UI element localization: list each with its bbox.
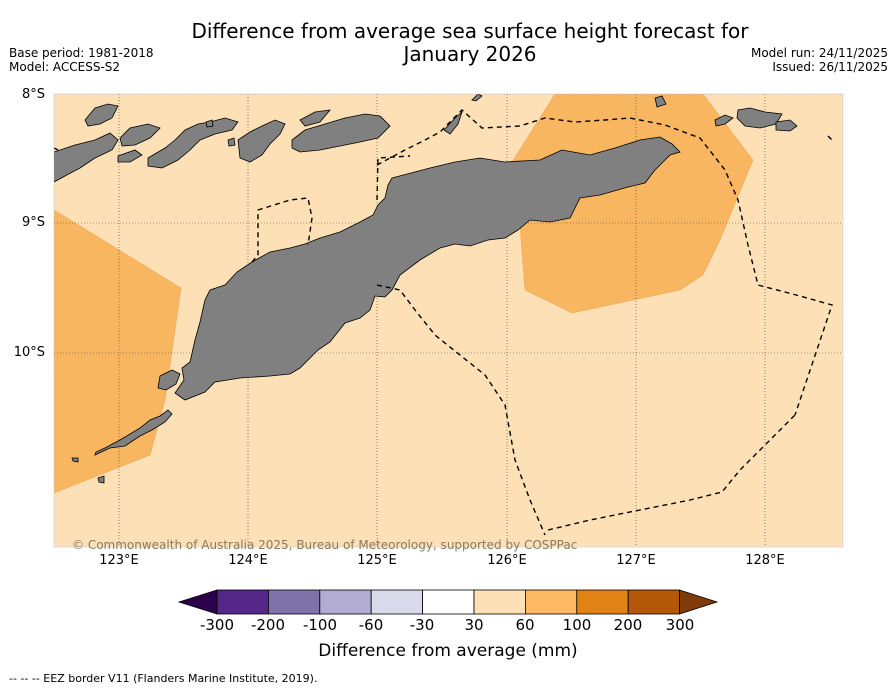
small-island-sw — [97, 475, 105, 484]
title-line-2: January 2026 — [403, 42, 537, 66]
lat-label-9s: 9°S — [21, 215, 45, 230]
colorbar-tick: -200 — [250, 616, 286, 634]
colorbar-swatch — [370, 589, 424, 615]
colorbar-title: Difference from average (mm) — [318, 641, 578, 661]
colorbar-tick: -60 — [358, 616, 384, 634]
eez-boundary-far-ne — [827, 135, 833, 141]
island-small-1 — [205, 119, 214, 128]
lon-label-125e: 125°E — [357, 553, 397, 568]
colorbar-tick: 100 — [562, 616, 592, 634]
page-title: Difference from average sea surface heig… — [120, 20, 820, 66]
island-ne-1 — [654, 95, 667, 108]
small-island-sw-2 — [71, 457, 79, 463]
colorbar-extend-low — [177, 589, 218, 615]
lembata-island — [147, 117, 239, 169]
eez-boundary-north — [376, 109, 833, 416]
colorbar-swatch — [525, 589, 578, 615]
colorbar-swatch — [422, 589, 475, 615]
eez-borders — [54, 109, 833, 536]
model-run: Model run: 24/11/2025 — [750, 46, 888, 60]
adonara-island — [119, 123, 161, 147]
map-frame — [53, 93, 844, 548]
lon-label-124e: 124°E — [228, 553, 268, 568]
pantar-island — [237, 119, 286, 163]
eez-boundary-south-east — [547, 414, 796, 531]
lat-label-10s: 10°S — [13, 345, 45, 360]
lon-label-127e: 127°E — [616, 553, 656, 568]
colorbar-swatch — [216, 589, 269, 615]
eez-boundary-south — [376, 284, 546, 536]
meta-left: Base period: 1981-2018 Model: ACCESS-S2 — [9, 46, 154, 74]
flores-west — [54, 132, 119, 183]
colorbar-tick: 30 — [464, 616, 484, 634]
wetar-island-1 — [443, 110, 463, 135]
colorbar-tick: -30 — [409, 616, 435, 634]
colorbar-swatch — [267, 589, 321, 615]
flores-mid — [84, 103, 119, 127]
colorbar-extend-high — [679, 589, 719, 615]
colorbar-tick: -100 — [302, 616, 338, 634]
base-period: Base period: 1981-2018 — [9, 46, 154, 60]
eez-boundary-west-pocket — [251, 197, 313, 263]
colorbar-tick: 300 — [665, 616, 695, 634]
colorbar-swatch — [473, 589, 526, 615]
colorbar-swatch — [319, 589, 372, 615]
colorbar-tick: 200 — [613, 616, 643, 634]
colorbar-tick: -300 — [199, 616, 235, 634]
solor-island — [117, 149, 143, 163]
colorbar-swatch — [576, 589, 629, 615]
copyright-notice: © Commonwealth of Australia 2025, Bureau… — [72, 538, 578, 552]
lon-label-128e: 128°E — [745, 553, 785, 568]
island-ne-4 — [775, 119, 798, 132]
meta-right: Model run: 24/11/2025 Issued: 26/11/2025 — [751, 46, 888, 74]
land-masses — [54, 94, 798, 484]
eez-boundary-alor — [376, 155, 411, 201]
lon-label-123e: 123°E — [99, 553, 139, 568]
eez-footnote: -- -- -- EEZ border V11 (Flanders Marine… — [9, 672, 318, 685]
issued-date: Issued: 26/11/2025 — [772, 60, 888, 74]
lat-label-8s: 8°S — [21, 87, 45, 102]
island-small-2 — [227, 137, 236, 147]
small-island-north — [299, 109, 331, 127]
colorbar-tick: 60 — [515, 616, 535, 634]
lon-label-126e: 126°E — [487, 553, 527, 568]
colorbar-swatch — [627, 589, 681, 615]
model-name: Model: ACCESS-S2 — [9, 60, 121, 74]
island-ne-2 — [714, 114, 734, 127]
colorbar — [177, 589, 719, 615]
alor-island — [291, 113, 391, 153]
eez-boundary-far-nw — [54, 147, 59, 151]
wetar-island-2 — [471, 94, 483, 102]
title-line-1: Difference from average sea surface heig… — [191, 19, 749, 43]
rote-island — [94, 409, 173, 456]
sumba-coast-island — [157, 369, 181, 391]
